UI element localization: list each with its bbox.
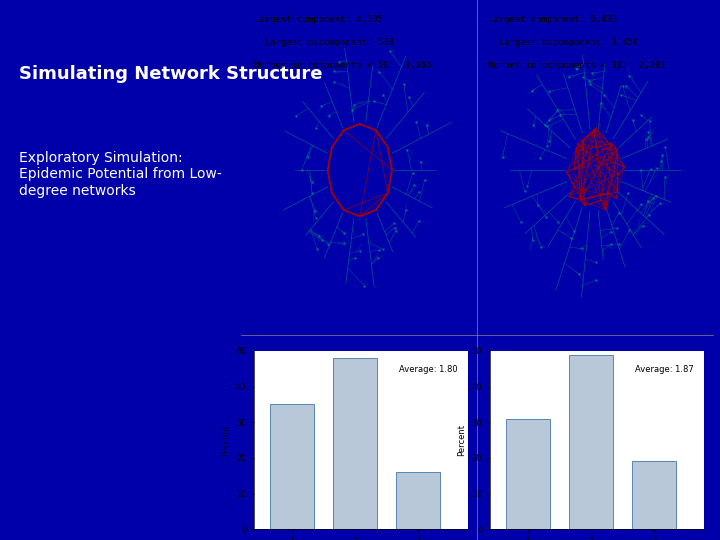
Text: Number in components < 10:  2,281: Number in components < 10: 2,281 xyxy=(488,62,666,70)
Text: Average: 1.87: Average: 1.87 xyxy=(635,365,693,374)
Text: Simulating Network Structure: Simulating Network Structure xyxy=(19,65,323,83)
Text: Exploratory Simulation:
Epidemic Potential from Low-
degree networks: Exploratory Simulation: Epidemic Potenti… xyxy=(19,151,222,198)
Text: Largest bicomponent: 1,458: Largest bicomponent: 1,458 xyxy=(488,38,639,48)
Y-axis label: Percent: Percent xyxy=(457,424,466,456)
Text: Average: 1.80: Average: 1.80 xyxy=(399,365,458,374)
Text: Number in components < 10:  3,166: Number in components < 10: 3,166 xyxy=(254,62,431,70)
Bar xyxy=(631,462,676,529)
Bar xyxy=(270,404,314,529)
Y-axis label: Percent: Percent xyxy=(221,424,230,456)
Text: Largest bicomponent: 538: Largest bicomponent: 538 xyxy=(254,38,394,48)
Bar xyxy=(333,358,377,529)
Bar xyxy=(569,355,613,529)
Text: Largest component: 6,433: Largest component: 6,433 xyxy=(488,15,617,24)
Bar xyxy=(396,472,440,529)
Bar xyxy=(505,418,550,529)
Text: Largest component: 4,105: Largest component: 4,105 xyxy=(254,15,383,24)
